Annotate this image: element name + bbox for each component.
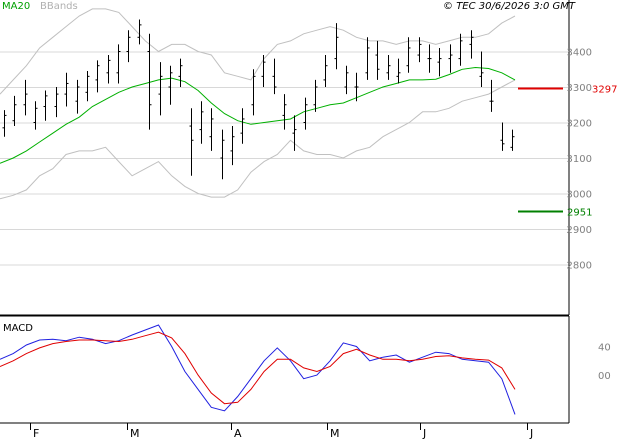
macd-y-tick-label: 00 (598, 371, 611, 382)
ohlc-bar (272, 58, 277, 95)
price-y-tick-label: 3400 (567, 48, 592, 59)
ohlc-bar (189, 108, 194, 176)
ohlc-bar (33, 101, 38, 130)
support-level-label: 2951 (567, 208, 592, 219)
ohlc-bar (95, 60, 100, 93)
ohlc-bar (458, 33, 463, 66)
price-y-tick-label: 3100 (567, 154, 592, 165)
ohlc-bar (158, 62, 163, 116)
macd-line (0, 324, 516, 415)
ohlc-bar (406, 37, 411, 73)
x-tick-label: J (529, 427, 533, 440)
x-tick-label: M (130, 427, 140, 440)
ohlc-bar (168, 65, 173, 105)
macd-panel: 40 00 MACD (0, 315, 611, 424)
macd-y-axis: 40 00 (598, 342, 611, 382)
ohlc-bar (64, 72, 69, 107)
ohlc-bar (220, 129, 225, 180)
legend-bbands: BBands (40, 1, 78, 12)
ohlc-bar (209, 108, 214, 151)
ohlc-bar (417, 37, 422, 63)
ohlc-bar (282, 94, 287, 130)
ohlc-bar (396, 58, 401, 84)
ohlc-bar (137, 19, 142, 45)
price-y-axis: 3400 3300 3200 3100 3000 2900 2800 (567, 48, 592, 272)
price-y-tick-label: 2800 (567, 261, 592, 272)
ohlc-bar (126, 30, 131, 63)
ohlc-bar (23, 79, 28, 116)
ohlc-bar (147, 33, 152, 130)
ohlc-bar (240, 108, 245, 144)
legend-ma20: MA20 (2, 1, 30, 12)
ohlc-bar (178, 58, 183, 87)
ohlc-bar (334, 23, 339, 70)
price-levels: 3297 2951 (518, 85, 617, 219)
ohlc-bar (85, 71, 90, 102)
ohlc-bar (106, 55, 111, 84)
ohlc-bar (261, 55, 266, 87)
ohlc-bar (75, 79, 80, 114)
ohlc-bar (199, 101, 204, 144)
bbands-upper-line (0, 8, 516, 95)
ohlc-bar (116, 44, 121, 84)
ohlc-bar (427, 44, 432, 73)
ohlc-bar (500, 122, 505, 151)
ohlc-bar (344, 65, 349, 95)
ohlc-bar (354, 72, 359, 102)
ohlc-bar (437, 47, 442, 77)
x-tick-label: F (33, 427, 39, 440)
ohlc-bar (12, 95, 17, 127)
x-tick-label: J (422, 427, 426, 440)
ohlc-bar (2, 110, 7, 137)
ohlc-bar (479, 51, 484, 87)
ohlc-bar (251, 69, 256, 116)
macd-panel-label: MACD (3, 323, 33, 334)
x-tick-label: M (330, 427, 340, 440)
ohlc-bar (43, 90, 48, 121)
ma20-line (0, 66, 516, 164)
ohlc-bar (313, 79, 318, 112)
copyright-text: © TEC 30/6/2026 3:0 GMT (443, 1, 576, 12)
bbands-lower-line (0, 79, 516, 200)
ohlc-bars (2, 19, 515, 180)
ohlc-bar (489, 79, 494, 112)
ohlc-bar (230, 126, 235, 166)
signal-line (0, 331, 516, 405)
ohlc-bar (54, 87, 59, 118)
macd-y-tick-label: 40 (598, 342, 611, 353)
ohlc-bar (510, 129, 515, 151)
ohlc-bar (386, 55, 391, 80)
price-panel: 3400 3300 3200 3100 3000 2900 2800 3297 2951 MA… (0, 0, 617, 316)
price-y-tick-label: 3000 (567, 190, 592, 201)
price-gridlines (0, 51, 569, 266)
resistance-level-label: 3297 (592, 85, 617, 96)
ohlc-bar (323, 55, 328, 87)
price-y-tick-label: 3200 (567, 119, 592, 130)
ohlc-bar (292, 115, 297, 151)
price-y-tick-label: 3300 (567, 83, 592, 94)
x-tick-label: A (234, 427, 242, 440)
price-y-tick-label: 2900 (567, 225, 592, 236)
ohlc-bar (303, 97, 308, 130)
ohlc-bar (469, 30, 474, 59)
ohlc-bar (375, 40, 380, 80)
ohlc-bar (365, 37, 370, 80)
ohlc-bar (448, 44, 453, 73)
